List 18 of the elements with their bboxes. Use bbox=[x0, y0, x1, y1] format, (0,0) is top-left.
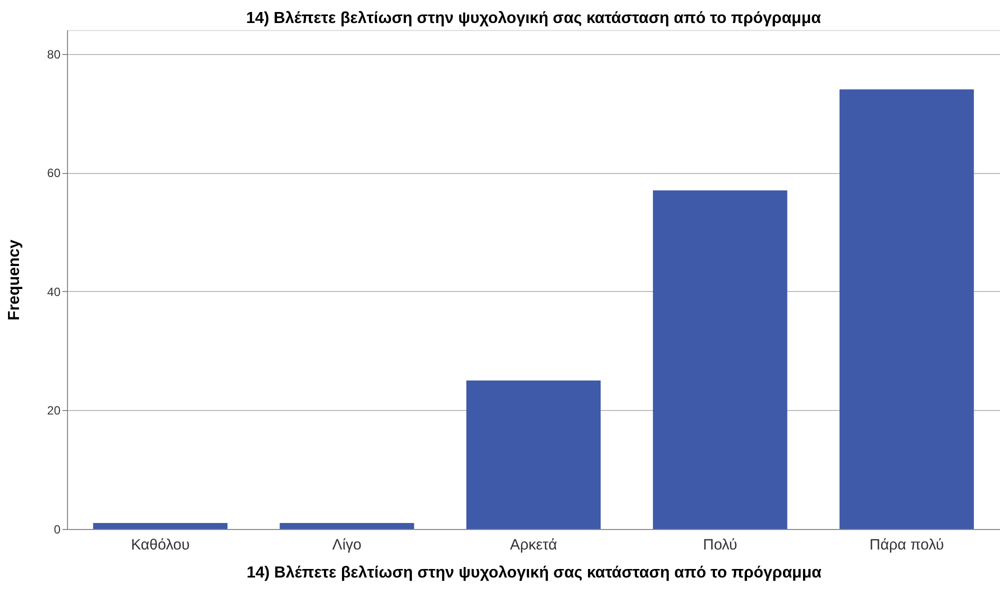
bar bbox=[652, 190, 788, 529]
x-axis-title: 14) Βλέπετε βελτίωση στην ψυχολογική σας κατάσταση από το πρόγραμμα bbox=[246, 564, 822, 582]
y-tick-label: 80 bbox=[47, 47, 61, 62]
bar bbox=[280, 523, 414, 529]
y-axis-title: Frequency bbox=[6, 239, 24, 320]
x-tick-label: Πάρα πολύ bbox=[869, 536, 944, 554]
bar bbox=[466, 380, 601, 529]
x-tick-label: Αρκετά bbox=[510, 536, 558, 554]
bar bbox=[840, 89, 974, 529]
y-tick-label: 20 bbox=[47, 404, 61, 418]
chart-title: 14) Βλέπετε βελτίωση στην ψυχολογική σας κατάσταση από το πρόγραμμα bbox=[246, 10, 822, 27]
y-tick-label: 0 bbox=[54, 522, 61, 536]
x-tick-label: Καθόλου bbox=[130, 536, 190, 554]
y-tick-label: 40 bbox=[47, 284, 61, 299]
bar bbox=[93, 523, 228, 529]
y-tick-label: 60 bbox=[47, 166, 61, 180]
x-tick-label: Πολύ bbox=[702, 536, 738, 554]
x-tick-label: Λίγο bbox=[332, 536, 362, 554]
